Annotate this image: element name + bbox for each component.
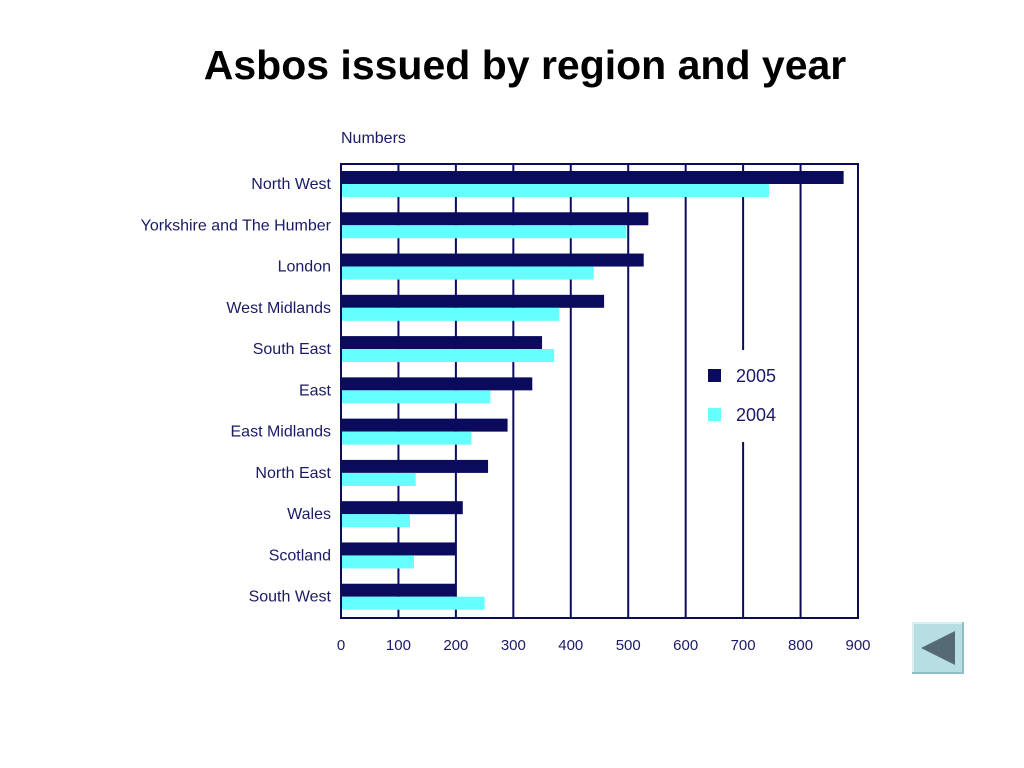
bars [342,171,844,610]
x-tick-label: 500 [616,637,641,654]
x-tick-label: 700 [731,637,756,654]
legend-label: 2005 [736,366,776,386]
bar-2005 [342,336,543,350]
bar-2004 [342,431,472,445]
category-labels: North West Yorkshire and The Humber London… [141,176,332,606]
bar-2004 [342,307,560,321]
category-label: London [278,259,331,276]
legend-swatch [708,369,721,382]
x-tick-label: 0 [337,637,345,654]
bar-2005 [342,501,463,515]
category-label: North East [255,465,331,482]
x-tick-label: 200 [443,637,468,654]
x-tick-label: 400 [558,637,583,654]
bar-2004 [342,184,769,197]
bar-2005 [342,212,649,226]
category-label: North West [251,176,331,193]
bar-2004 [342,472,416,486]
x-tick-label: 600 [673,637,698,654]
x-tick-label: 100 [386,637,411,654]
category-label: Yorkshire and The Humber [141,217,332,234]
back-button[interactable] [912,622,964,674]
bar-2004 [342,555,414,569]
bar-2005 [342,542,456,556]
bar-2005 [342,418,508,432]
bar-2004 [342,390,491,404]
bar-2005 [342,294,605,308]
bar-2004 [342,514,410,528]
legend-box [700,350,795,442]
x-tick-label: 900 [845,637,870,654]
axis-caption: Numbers [341,130,406,147]
legend-swatch [708,408,721,421]
bar-2005 [342,459,489,473]
legend-label: 2004 [736,405,776,425]
legend: 2005 2004 [700,350,795,442]
triangle-left-icon [921,631,955,665]
bar-2005 [342,171,844,184]
bar-2004 [342,225,627,239]
x-tick-labels: 0 100 200 300 400 500 600 700 800 900 [337,637,871,654]
bar-2004 [342,266,594,280]
bar-2005 [342,583,456,597]
x-tick-label: 300 [501,637,526,654]
category-label: South West [249,589,332,606]
category-label: East [299,382,332,399]
bar-2005 [342,377,533,391]
bar-2005 [342,253,644,267]
x-tick-label: 800 [788,637,813,654]
category-label: Scotland [269,547,331,564]
plot-frame [340,163,859,619]
bar-2004 [342,596,485,610]
category-label: East Midlands [231,424,332,441]
category-label: South East [253,341,332,358]
category-label: West Midlands [226,300,331,317]
bar-2004 [342,349,555,363]
slide-title: Asbos issued by region and year [203,42,847,88]
category-label: Wales [287,506,331,523]
